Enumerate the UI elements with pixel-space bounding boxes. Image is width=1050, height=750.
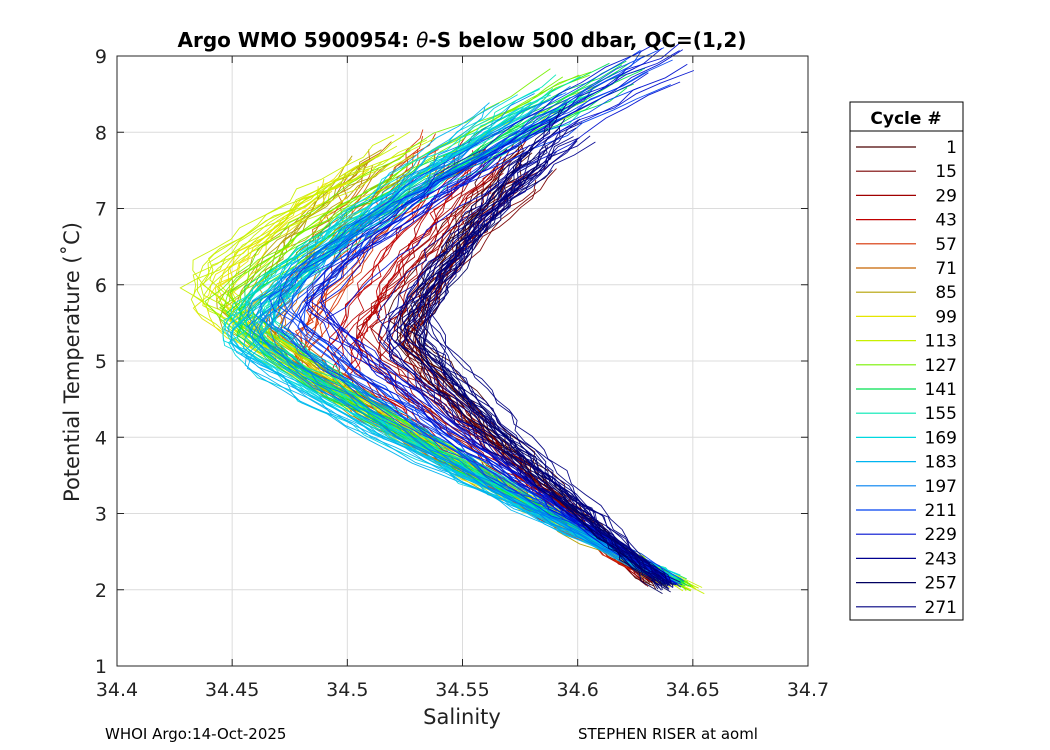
curve-cycle-211: [280, 59, 673, 585]
legend-label-211: 211: [925, 501, 957, 521]
curve-cycle-197: [251, 93, 666, 583]
x-tick-label: 34.45: [205, 679, 259, 701]
y-tick-label: 2: [95, 580, 107, 602]
curve-cycle-229: [320, 40, 671, 581]
legend-title: Cycle #: [870, 109, 941, 129]
legend-label-271: 271: [925, 598, 957, 618]
y-tick-label: 7: [95, 199, 107, 221]
footer-left: WHOI Argo:14-Oct-2025: [105, 725, 287, 743]
curve-cycle-229: [319, 72, 682, 588]
theta-s-curves: [179, 40, 705, 595]
legend-label-127: 127: [925, 356, 957, 376]
curve-cycle-271: [423, 136, 672, 584]
curve-cycle-271: [427, 126, 674, 588]
y-tick-label: 5: [95, 351, 107, 373]
curve-cycle-229: [306, 50, 680, 584]
curve-cycle-257: [403, 127, 671, 593]
x-axis-ticks: 34.4 34.45 34.5 34.55 34.6 34.65 34.7: [96, 56, 829, 701]
curve-cycle-197: [270, 93, 669, 582]
curve-cycle-183: [227, 133, 666, 578]
y-tick-label: 1: [95, 656, 107, 678]
legend-label-197: 197: [925, 477, 957, 497]
x-tick-label: 34.5: [326, 679, 368, 701]
y-tick-label: 9: [95, 46, 107, 68]
curve-cycle-243: [377, 137, 669, 586]
curve-cycle-183: [230, 102, 671, 578]
curve-cycle-183: [246, 107, 675, 581]
curve-cycle-183: [230, 130, 670, 579]
x-tick-label: 34.4: [96, 679, 138, 701]
legend-label-43: 43: [935, 211, 957, 231]
curve-cycle-271: [416, 118, 665, 585]
legend-label-1: 1: [946, 138, 957, 158]
curve-cycle-197: [246, 115, 671, 581]
curve-cycle-271: [411, 151, 662, 591]
legend-label-71: 71: [935, 259, 957, 279]
x-tick-label: 34.55: [435, 679, 489, 701]
x-tick-label: 34.65: [666, 679, 720, 701]
y-axis-ticks: 1 2 3 4 5 6 7 8 9: [95, 46, 808, 678]
x-axis-label: Salinity: [423, 705, 501, 729]
curve-cycle-257: [405, 169, 669, 591]
legend-label-229: 229: [925, 525, 957, 545]
curve-cycle-169: [222, 112, 679, 579]
x-tick-label: 34.6: [557, 679, 599, 701]
curve-cycle-229: [320, 47, 678, 585]
x-tick-label: 34.7: [787, 679, 829, 701]
legend-label-183: 183: [925, 453, 957, 473]
y-axis-label: Potential Temperature (˚C): [60, 222, 84, 502]
curve-cycle-229: [298, 49, 684, 584]
legend: Cycle # 1 15 29 43 57 71 85 99 113 127 141 155 169 18…: [849, 101, 964, 621]
chart-title: Argo WMO 5900954: θ-S below 500 dbar, QC…: [178, 28, 747, 52]
curve-cycle-229: [306, 63, 688, 581]
curve-cycle-197: [270, 85, 675, 582]
legend-label-141: 141: [925, 380, 957, 400]
legend-label-99: 99: [935, 307, 957, 327]
legend-label-257: 257: [925, 574, 957, 594]
legend-label-57: 57: [935, 235, 957, 255]
footer-right: STEPHEN RISER at aoml: [578, 725, 758, 743]
curve-cycle-169: [232, 88, 680, 579]
legend-label-113: 113: [925, 332, 957, 352]
legend-label-243: 243: [925, 549, 957, 569]
legend-label-85: 85: [935, 283, 957, 303]
y-tick-label: 6: [95, 275, 107, 297]
legend-label-155: 155: [925, 404, 957, 424]
curve-cycle-257: [401, 156, 668, 586]
y-tick-label: 8: [95, 122, 107, 144]
y-tick-label: 4: [95, 427, 107, 449]
legend-label-29: 29: [935, 186, 957, 206]
legend-items: 1 15 29 43 57 71 85 99 113 127 141 155 169 183 197 211 2…: [856, 138, 957, 618]
legend-label-15: 15: [935, 162, 957, 182]
y-tick-label: 3: [95, 504, 107, 526]
curve-cycle-197: [255, 118, 670, 585]
legend-label-169: 169: [925, 428, 957, 448]
